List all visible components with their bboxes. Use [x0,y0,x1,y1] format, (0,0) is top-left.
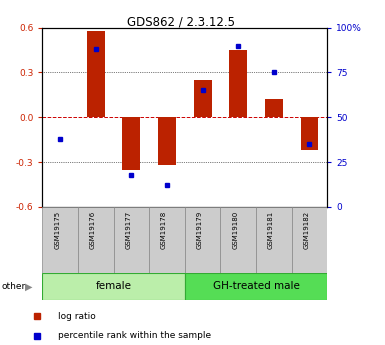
Text: GH-treated male: GH-treated male [213,282,300,291]
Bar [42,273,185,300]
Bar [122,117,140,170]
Text: GSM19178: GSM19178 [161,211,167,249]
Bar [158,117,176,165]
Text: GSM19179: GSM19179 [197,211,203,249]
Text: GDS862 / 2.3.12.5: GDS862 / 2.3.12.5 [127,16,235,29]
Bar [301,117,318,150]
Bar [87,31,105,117]
Text: other: other [2,282,26,291]
Text: GSM19182: GSM19182 [303,211,310,249]
Bar [292,207,327,273]
Bar [149,207,185,273]
Text: ▶: ▶ [25,282,32,291]
Bar [194,80,211,117]
Bar [185,273,327,300]
Text: GSM19181: GSM19181 [268,211,274,249]
Text: GSM19175: GSM19175 [54,211,60,249]
Text: log ratio: log ratio [58,312,95,321]
Bar [256,207,292,273]
Bar [42,207,78,273]
Bar [78,207,114,273]
Text: GSM19180: GSM19180 [232,211,238,249]
Text: GSM19176: GSM19176 [90,211,96,249]
Text: percentile rank within the sample: percentile rank within the sample [58,332,211,341]
Bar [114,207,149,273]
Bar [265,99,283,117]
Bar [229,50,247,117]
Text: female: female [95,282,132,291]
Text: GSM19177: GSM19177 [126,211,131,249]
Bar [220,207,256,273]
Bar [185,207,220,273]
